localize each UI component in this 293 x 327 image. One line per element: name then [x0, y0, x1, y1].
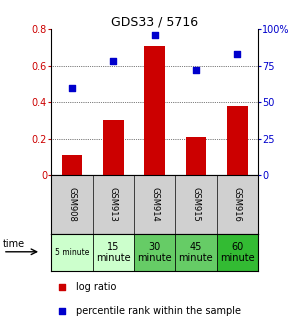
Text: 30
minute: 30 minute: [137, 242, 172, 264]
Text: GSM914: GSM914: [150, 187, 159, 222]
Point: [152, 33, 157, 38]
Text: percentile rank within the sample: percentile rank within the sample: [76, 306, 241, 317]
Bar: [51, 234, 93, 271]
Bar: [227, 106, 248, 175]
Point: [194, 68, 198, 73]
Text: time: time: [3, 239, 25, 250]
Point: [70, 85, 74, 90]
Bar: [103, 120, 124, 175]
Text: 15
minute: 15 minute: [96, 242, 131, 264]
Title: GDS33 / 5716: GDS33 / 5716: [111, 15, 198, 28]
Text: GSM916: GSM916: [233, 187, 242, 222]
Text: GSM915: GSM915: [191, 187, 200, 222]
Bar: [62, 155, 82, 175]
Text: 5 minute: 5 minute: [55, 248, 89, 257]
Bar: [93, 234, 134, 271]
Bar: [217, 234, 258, 271]
Point: [235, 52, 240, 57]
Text: 60
minute: 60 minute: [220, 242, 255, 264]
Text: 45
minute: 45 minute: [178, 242, 213, 264]
Point: [59, 284, 64, 290]
Text: GSM913: GSM913: [109, 187, 118, 222]
Bar: [144, 46, 165, 175]
Bar: [185, 137, 206, 175]
Point: [59, 309, 64, 314]
Bar: [175, 234, 217, 271]
Point: [111, 59, 116, 64]
Text: log ratio: log ratio: [76, 282, 116, 292]
Bar: [134, 234, 175, 271]
Text: GSM908: GSM908: [67, 187, 76, 222]
